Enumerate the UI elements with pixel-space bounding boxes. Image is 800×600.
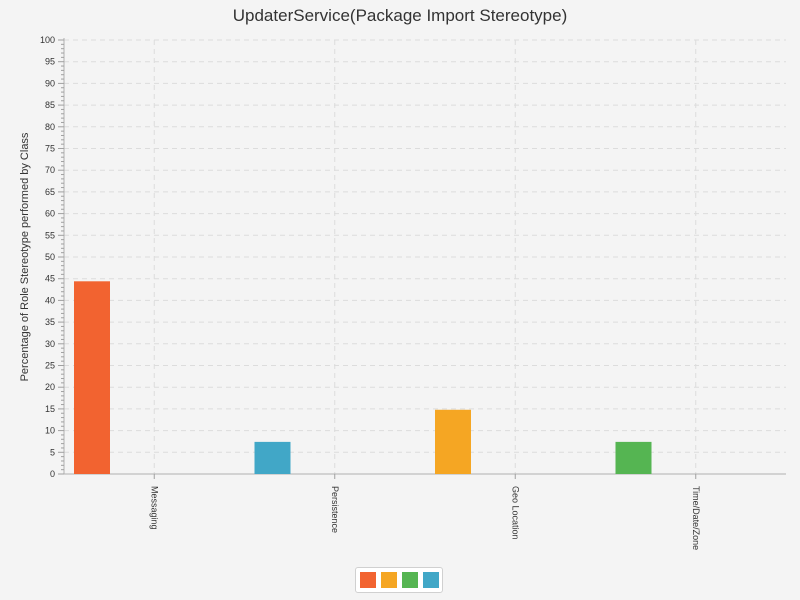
y-tick-label: 75 xyxy=(45,144,55,154)
category-label: Geo Location xyxy=(510,486,520,540)
y-tick-label: 30 xyxy=(45,339,55,349)
y-tick-label: 0 xyxy=(50,469,55,479)
y-tick-label: 100 xyxy=(40,35,55,45)
bar xyxy=(615,441,652,474)
y-tick-label: 10 xyxy=(45,426,55,436)
y-minor-ticks xyxy=(58,39,64,475)
legend xyxy=(355,567,443,593)
bar xyxy=(435,409,471,474)
y-tick-label: 85 xyxy=(45,100,55,110)
y-tick-label: 60 xyxy=(45,209,55,219)
y-tick-label: 20 xyxy=(45,382,55,392)
grid xyxy=(64,39,786,474)
category-label: Time/Date/Zone xyxy=(691,486,701,550)
y-tick-label: 65 xyxy=(45,187,55,197)
y-tick-label: 70 xyxy=(45,165,55,175)
y-tick-label: 35 xyxy=(45,317,55,327)
category-label: Messaging xyxy=(149,486,159,530)
y-tick-label: 90 xyxy=(45,78,55,88)
legend-swatch xyxy=(380,572,397,588)
bar xyxy=(254,441,291,474)
y-tick-label: 40 xyxy=(45,295,55,305)
legend-swatch xyxy=(401,572,418,588)
bar xyxy=(74,281,110,474)
legend-swatch xyxy=(359,572,376,588)
y-tick-label: 80 xyxy=(45,122,55,132)
chart-title: UpdaterService(Package Import Stereotype… xyxy=(232,6,568,25)
y-tick-label: 50 xyxy=(45,252,55,262)
y-tick-label: 55 xyxy=(45,230,55,240)
y-tick-label: 95 xyxy=(45,57,55,67)
y-tick-label: 15 xyxy=(45,404,55,414)
y-tick-label: 5 xyxy=(50,447,55,457)
y-axis-title: Percentage of Role Stereotype performed … xyxy=(19,132,31,381)
legend-swatch xyxy=(422,572,439,588)
y-tick-label: 45 xyxy=(45,274,55,284)
bars xyxy=(74,281,652,474)
category-label: Persistence xyxy=(330,486,340,533)
y-tick-label: 25 xyxy=(45,361,55,371)
